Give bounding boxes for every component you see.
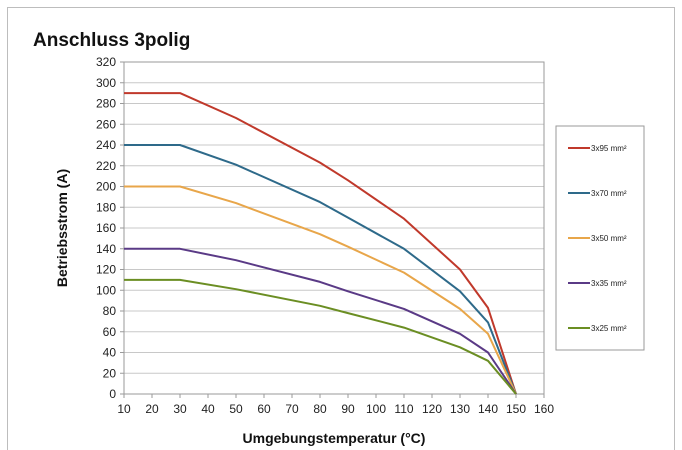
x-axis-ticks: 10 20 30 40 50 60 70 80 90 100 110 120 130 140 150 160 (117, 394, 554, 416)
y-tick-label: 160 (96, 221, 116, 235)
x-tick-label: 110 (394, 402, 413, 416)
series-lines (124, 92, 517, 395)
y-tick-label: 220 (96, 159, 116, 173)
y-tick-label: 80 (103, 304, 117, 318)
series-line (124, 185, 517, 395)
y-tick-label: 40 (103, 346, 117, 360)
y-tick-label: 0 (109, 387, 116, 401)
x-tick-label: 150 (506, 402, 526, 416)
x-tick-label: 160 (534, 402, 554, 416)
legend-label: 3x70 mm² (591, 189, 627, 198)
x-tick-label: 80 (313, 402, 327, 416)
x-tick-label: 130 (450, 402, 470, 416)
y-tick-label: 260 (96, 117, 116, 131)
legend-label: 3x50 mm² (591, 234, 627, 243)
x-tick-label: 140 (478, 402, 498, 416)
y-axis-ticks: 0 20 40 60 80 100 120 140 160 180 200 220 240 260 280 3… (96, 55, 124, 401)
legend: 3x95 mm² 3x70 mm² 3x50 mm² 3x35 mm² 3x25 mm² (555, 125, 645, 351)
y-tick-label: 60 (103, 325, 117, 339)
x-tick-label: 70 (285, 402, 299, 416)
y-tick-label: 320 (96, 55, 116, 69)
y-tick-label: 140 (96, 242, 116, 256)
x-tick-label: 60 (257, 402, 271, 416)
y-tick-label: 300 (96, 76, 116, 90)
grid-lines (124, 61, 544, 395)
x-tick-label: 50 (229, 402, 243, 416)
legend-label: 3x35 mm² (591, 279, 627, 288)
legend-label: 3x25 mm² (591, 324, 627, 333)
x-tick-label: 40 (201, 402, 215, 416)
series-line (124, 144, 517, 395)
y-tick-label: 280 (96, 97, 116, 111)
series-line (124, 247, 517, 395)
y-tick-label: 20 (103, 366, 117, 380)
y-tick-label: 120 (96, 263, 116, 277)
y-tick-label: 240 (96, 138, 116, 152)
x-tick-label: 30 (173, 402, 187, 416)
x-tick-label: 120 (422, 402, 442, 416)
x-tick-label: 90 (341, 402, 355, 416)
y-tick-label: 180 (96, 200, 116, 214)
chart-title: Anschluss 3polig (33, 30, 191, 51)
legend-label: 3x95 mm² (591, 144, 627, 153)
series-line (124, 278, 517, 395)
y-tick-label: 100 (96, 283, 116, 297)
y-axis-title: Betriebsstrom (A) (54, 169, 70, 287)
series-line (124, 92, 517, 395)
x-tick-label: 100 (366, 402, 386, 416)
x-tick-label: 10 (117, 402, 131, 416)
x-tick-label: 20 (145, 402, 159, 416)
y-tick-label: 200 (96, 180, 116, 194)
x-axis-title: Umgebungstemperatur (°C) (243, 430, 426, 446)
